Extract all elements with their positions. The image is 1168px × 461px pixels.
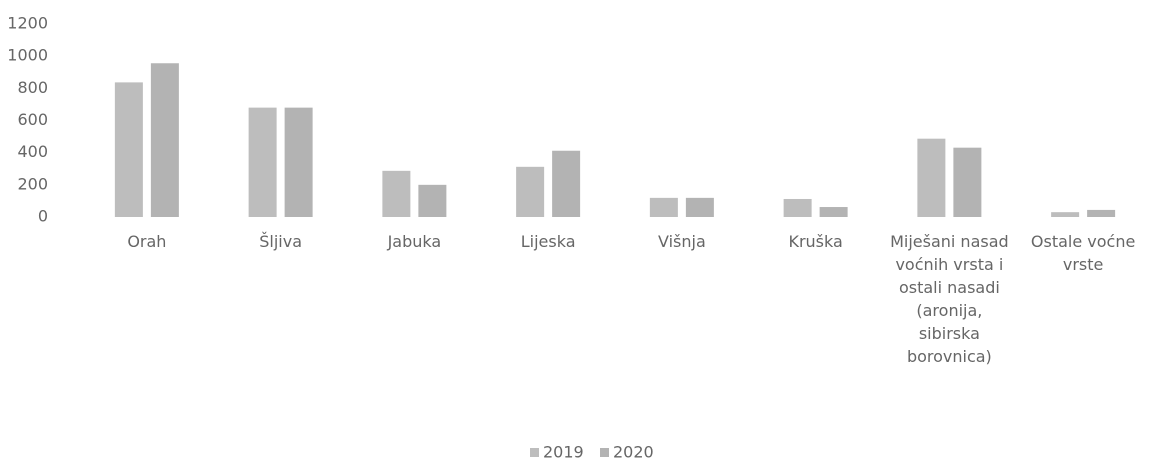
x-tick-label: Miješani nasad voćnih vrsta i ostali nas… xyxy=(890,232,1009,366)
bar xyxy=(819,207,848,217)
bar xyxy=(917,138,946,217)
x-tick-label: Kruška xyxy=(788,232,843,251)
x-tick-label: Šljiva xyxy=(259,232,302,251)
bar xyxy=(114,82,143,217)
y-tick-label: 200 xyxy=(17,174,48,193)
bar xyxy=(1051,212,1080,217)
y-tick-label: 1200 xyxy=(7,14,48,33)
bar xyxy=(382,170,411,217)
x-tick-label: Jabuka xyxy=(387,232,442,251)
legend-label: 2019 xyxy=(543,443,584,461)
bar xyxy=(649,197,678,217)
bar xyxy=(552,150,581,217)
bar xyxy=(248,107,277,217)
legend-label: 2020 xyxy=(613,443,654,461)
bar xyxy=(516,166,545,217)
x-tick-label: Ostale voćne vrste xyxy=(1030,232,1136,274)
y-tick-label: 1000 xyxy=(7,46,48,65)
x-tick-label: Višnja xyxy=(657,232,706,251)
legend-swatch xyxy=(600,448,609,457)
bar xyxy=(685,197,714,217)
bar xyxy=(418,184,447,217)
y-tick-label: 400 xyxy=(17,142,48,161)
bar xyxy=(1087,209,1116,217)
bar xyxy=(284,107,313,217)
bar xyxy=(783,198,812,217)
x-tick-label: Orah xyxy=(127,232,167,251)
legend-swatch xyxy=(530,448,539,457)
x-tick-label: Lijeska xyxy=(520,232,576,251)
bar xyxy=(150,63,179,217)
y-tick-label: 800 xyxy=(17,78,48,97)
y-tick-label: 600 xyxy=(17,110,48,129)
y-tick-label: 0 xyxy=(38,207,48,226)
bar xyxy=(953,147,982,217)
